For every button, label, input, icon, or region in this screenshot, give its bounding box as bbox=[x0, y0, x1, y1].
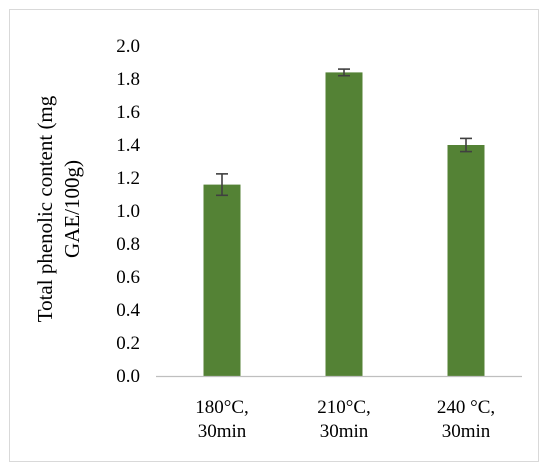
y-tick-label: 1.2 bbox=[116, 168, 140, 189]
y-axis-ticks: 0.0 0.2 0.4 0.6 0.8 1.0 1.2 1.4 1.6 1.8 2.0 bbox=[116, 36, 140, 387]
y-tick-label: 1.0 bbox=[116, 201, 140, 222]
y-tick-label: 0.0 bbox=[116, 366, 140, 387]
y-axis-title: Total phenolic content (mg GAE/100g) bbox=[33, 95, 84, 322]
y-tick-label: 1.6 bbox=[116, 102, 140, 123]
x-category-label: 30min bbox=[320, 421, 369, 442]
y-tick-label: 0.2 bbox=[116, 333, 140, 354]
x-category-label: 210°C, bbox=[317, 397, 371, 418]
y-tick-label: 1.8 bbox=[116, 69, 140, 90]
x-category-label: 180°C, bbox=[195, 397, 249, 418]
y-tick-label: 1.4 bbox=[116, 135, 140, 156]
x-category-label: 30min bbox=[442, 421, 491, 442]
y-tick-label: 2.0 bbox=[116, 36, 140, 57]
x-category-label: 30min bbox=[198, 421, 247, 442]
y-tick-label: 0.8 bbox=[116, 234, 140, 255]
bar bbox=[203, 184, 241, 376]
y-tick-label: 0.4 bbox=[116, 300, 140, 321]
bar bbox=[447, 145, 485, 376]
error-bars bbox=[216, 68, 472, 197]
bars bbox=[203, 72, 485, 377]
y-axis-title-line: Total phenolic content (mg bbox=[33, 95, 57, 322]
y-tick-label: 0.6 bbox=[116, 267, 140, 288]
bar bbox=[325, 72, 363, 377]
y-axis-title-line: GAE/100g) bbox=[60, 160, 84, 258]
x-category-label: 240 °C, bbox=[437, 397, 495, 418]
x-axis-labels: 180°C, 30min 210°C, 30min 240 °C, 30min bbox=[195, 397, 495, 442]
